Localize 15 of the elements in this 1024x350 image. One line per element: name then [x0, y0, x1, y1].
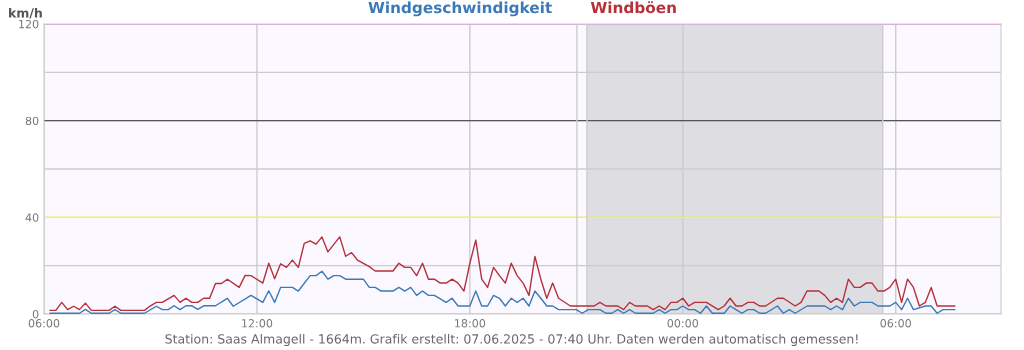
line-series — [49, 270, 956, 314]
x-tick-label: 00:00 — [667, 319, 699, 328]
x-tick-label: 12:00 — [242, 319, 273, 328]
y-tick-label: 40 — [25, 213, 39, 222]
y-tick-label: 120 — [19, 19, 39, 29]
y-tick-label: 80 — [25, 116, 39, 126]
text: Windböen — [590, 1, 676, 14]
y-tick-label: 0 — [32, 309, 39, 319]
x-tick-label: 06:00 — [880, 319, 911, 328]
text: Windgeschwindigkeit — [368, 1, 552, 17]
y-axis-title: km/h — [9, 7, 42, 19]
x-tick-label: 18:00 — [455, 319, 486, 328]
x-tick-label: 06:00 — [28, 319, 60, 328]
text: Station: Saas Almagell - 1664m. Grafik erstellt: 07.06.2025 - 07:40 Uhr. Daten werden automatisch gemessen! — [165, 333, 858, 347]
line-series — [49, 236, 956, 312]
